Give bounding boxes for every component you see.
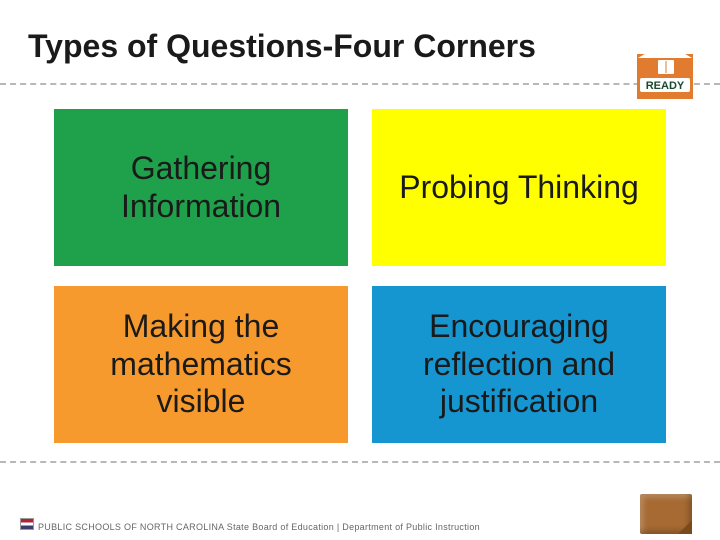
cell-gathering-information: Gathering Information xyxy=(54,109,348,266)
footer-flag-icon xyxy=(20,518,34,530)
badge-roof xyxy=(638,42,692,58)
divider-bottom xyxy=(0,461,720,463)
pager-icon xyxy=(640,494,692,534)
ready-badge: READY xyxy=(634,40,696,102)
cell-probing-thinking: Probing Thinking xyxy=(372,109,666,266)
cell-encouraging-reflection: Encouraging reflection and justification xyxy=(372,286,666,443)
cell-making-mathematics-visible: Making the mathematics visible xyxy=(54,286,348,443)
footer-text: PUBLIC SCHOOLS OF NORTH CAROLINA State B… xyxy=(38,522,480,532)
slide-title: Types of Questions-Four Corners xyxy=(0,0,720,65)
four-corners-grid: Gathering Information Probing Thinking M… xyxy=(0,85,720,443)
badge-text: READY xyxy=(646,80,685,92)
